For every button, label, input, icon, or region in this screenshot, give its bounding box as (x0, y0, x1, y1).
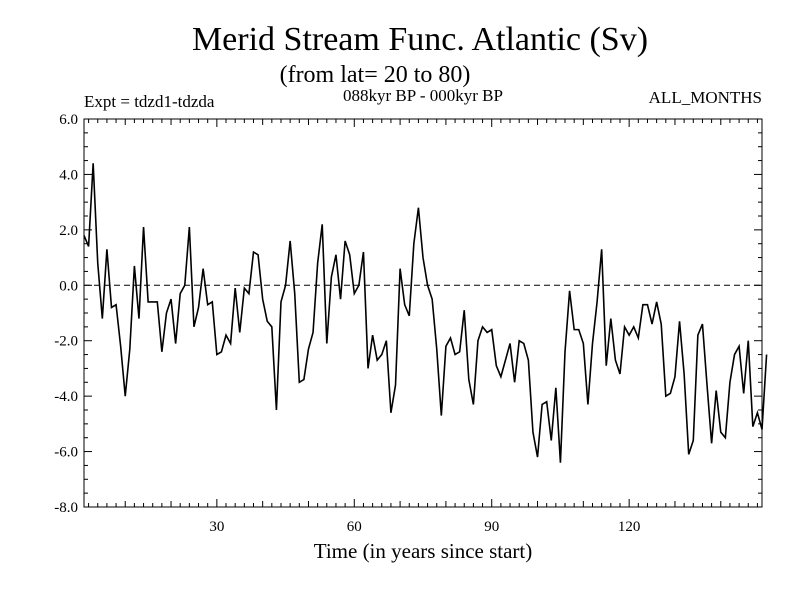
chart-title: Merid Stream Func. Atlantic (Sv) (192, 21, 648, 58)
x-tick-label: 120 (618, 519, 641, 535)
y-tick-label: 6.0 (59, 112, 78, 128)
series-line-0 (83, 163, 768, 463)
x-axis-label: Time (in years since start) (314, 539, 533, 563)
y-tick-label: 0.0 (59, 278, 78, 294)
period-label: 088kyr BP - 000kyr BP (343, 86, 503, 105)
plot-area: -8.0 -6.0 -4.0 -2.0 0.0 2.0 4.0 6.0 30 60 90 120 (54, 112, 768, 535)
y-tick-label: 2.0 (59, 223, 78, 239)
y-tick-label: -4.0 (54, 389, 78, 405)
x-axis: 30 60 90 120 (88, 119, 758, 535)
y-axis: -8.0 -6.0 -4.0 -2.0 0.0 2.0 4.0 6.0 (54, 112, 762, 516)
chart-subtitle: (from lat= 20 to 80) (280, 62, 471, 88)
y-tick-label: -8.0 (54, 500, 78, 516)
y-tick-label: 4.0 (59, 167, 78, 183)
x-tick-label: 90 (484, 519, 499, 535)
experiment-label: Expt = tdzd1-tdzda (84, 92, 215, 111)
y-tick-label: -2.0 (54, 334, 78, 350)
series-marks (83, 163, 768, 463)
x-tick-label: 30 (209, 519, 224, 535)
months-label: ALL_MONTHS (649, 88, 762, 107)
y-tick-label: -6.0 (54, 445, 78, 461)
x-tick-label: 60 (347, 519, 362, 535)
plot-frame (83, 118, 763, 508)
